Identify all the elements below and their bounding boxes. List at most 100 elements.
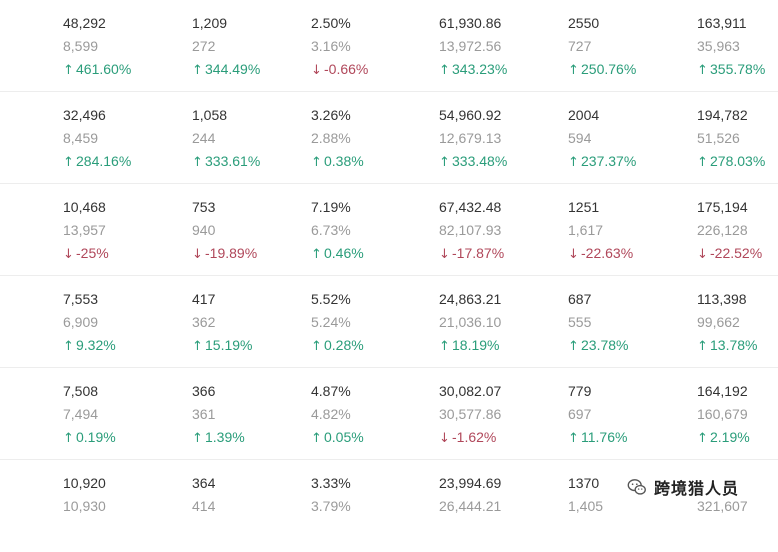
current-value: 113,398 [697, 291, 747, 307]
change-text: 278.03% [710, 153, 766, 169]
previous-value: 362 [192, 314, 216, 330]
table-row: 7,508 7,494 ↑ 0.19% 366 361 ↑ 1.39% 4.87% … [0, 368, 778, 460]
previous-value: 555 [568, 314, 592, 330]
current-value: 163,911 [697, 15, 747, 31]
current-value: 5.52% [311, 291, 351, 307]
change-value: ↑ 11.76% [568, 426, 627, 450]
metric-cell: 2004 594 ↑ 237.37% [568, 104, 636, 174]
arrow-down-icon: ↓ [192, 247, 203, 262]
arrow-up-icon: ↑ [697, 431, 708, 446]
previous-value: 51,526 [697, 130, 740, 146]
arrow-up-icon: ↑ [697, 155, 708, 170]
current-value: 67,432.48 [439, 199, 502, 215]
change-value: ↑ 355.78% [697, 58, 765, 82]
metric-cell: 48,292 8,599 ↑ 461.60% [63, 12, 131, 82]
previous-value: 10,930 [63, 498, 106, 514]
current-value: 54,960.92 [439, 107, 502, 123]
change-value: ↑ 0.38% [311, 150, 364, 174]
arrow-up-icon: ↑ [311, 155, 322, 170]
change-text: 9.32% [76, 337, 116, 353]
metric-cell: 1251 1,617 ↓ -22.63% [568, 196, 633, 266]
change-text: 250.76% [581, 61, 637, 77]
previous-value: 3.16% [311, 38, 351, 54]
table-row: 10,920 10,930 364 414 3.33% 3.79% 23,994… [0, 460, 778, 552]
previous-value: 8,459 [63, 130, 99, 146]
change-text: -25% [76, 245, 109, 261]
current-value: 364 [192, 475, 216, 491]
change-text: 343.23% [452, 61, 508, 77]
arrow-up-icon: ↑ [697, 339, 708, 354]
arrow-up-icon: ↑ [63, 339, 74, 354]
arrow-up-icon: ↑ [568, 155, 579, 170]
change-value: ↑ 333.61% [192, 150, 260, 174]
previous-value: 594 [568, 130, 592, 146]
current-value: 7.19% [311, 199, 351, 215]
metric-cell: 5.52% 5.24% ↑ 0.28% [311, 288, 364, 358]
previous-value: 244 [192, 130, 216, 146]
arrow-up-icon: ↑ [568, 339, 579, 354]
metric-cell: 366 361 ↑ 1.39% [192, 380, 245, 450]
metric-cell: 2.50% 3.16% ↓ -0.66% [311, 12, 368, 82]
change-text: 284.16% [76, 153, 132, 169]
current-value: 32,496 [63, 107, 106, 123]
previous-value: 7,494 [63, 406, 99, 422]
change-text: 0.46% [324, 245, 364, 261]
metric-cell: 364 414 [192, 472, 215, 518]
arrow-up-icon: ↑ [311, 247, 322, 262]
previous-value: 1,617 [568, 222, 604, 238]
previous-value: 6,909 [63, 314, 99, 330]
current-value: 48,292 [63, 15, 106, 31]
metric-cell: 753 940 ↓ -19.89% [192, 196, 257, 266]
change-value: ↑ 9.32% [63, 334, 116, 358]
table-row: 10,468 13,957 ↓ -25% 753 940 ↓ -19.89% 7.1… [0, 184, 778, 276]
change-value: ↑ 333.48% [439, 150, 507, 174]
previous-value: 13,972.56 [439, 38, 502, 54]
metric-cell: 32,496 8,459 ↑ 284.16% [63, 104, 131, 174]
arrow-up-icon: ↑ [63, 431, 74, 446]
current-value: 61,930.86 [439, 15, 502, 31]
current-value: 4.87% [311, 383, 351, 399]
metric-cell: 7,553 6,909 ↑ 9.32% [63, 288, 116, 358]
change-value: ↑ 343.23% [439, 58, 507, 82]
arrow-down-icon: ↓ [439, 431, 450, 446]
current-value: 1,058 [192, 107, 228, 123]
current-value: 687 [568, 291, 592, 307]
change-text: 13.78% [710, 337, 758, 353]
change-text: -17.87% [452, 245, 505, 261]
change-text: -19.89% [205, 245, 258, 261]
previous-value: 940 [192, 222, 216, 238]
arrow-down-icon: ↓ [439, 247, 450, 262]
previous-value: 1,405 [568, 498, 604, 514]
change-value: ↑ 284.16% [63, 150, 131, 174]
change-text: 461.60% [76, 61, 132, 77]
change-text: -1.62% [452, 429, 497, 445]
change-value: ↑ 461.60% [63, 58, 131, 82]
previous-value: 697 [568, 406, 592, 422]
change-value: ↑ 13.78% [697, 334, 757, 358]
previous-value: 727 [568, 38, 592, 54]
current-value: 366 [192, 383, 216, 399]
change-text: 333.48% [452, 153, 508, 169]
change-text: 0.19% [76, 429, 116, 445]
previous-value: 12,679.13 [439, 130, 502, 146]
arrow-up-icon: ↑ [192, 339, 203, 354]
previous-value: 2.88% [311, 130, 351, 146]
previous-value: 414 [192, 498, 216, 514]
arrow-down-icon: ↓ [311, 63, 322, 78]
change-text: 355.78% [710, 61, 766, 77]
current-value: 10,468 [63, 199, 106, 215]
arrow-up-icon: ↑ [439, 63, 450, 78]
arrow-up-icon: ↑ [63, 63, 74, 78]
change-text: 0.05% [324, 429, 364, 445]
arrow-up-icon: ↑ [63, 155, 74, 170]
change-value: ↓ -25% [63, 242, 109, 266]
previous-value: 82,107.93 [439, 222, 502, 238]
change-text: 344.49% [205, 61, 261, 77]
wechat-icon [627, 479, 646, 495]
arrow-up-icon: ↑ [192, 155, 203, 170]
previous-value: 13,957 [63, 222, 106, 238]
previous-value: 321,607 [697, 498, 748, 514]
current-value: 175,194 [697, 199, 748, 215]
change-value: ↑ 0.05% [311, 426, 364, 450]
